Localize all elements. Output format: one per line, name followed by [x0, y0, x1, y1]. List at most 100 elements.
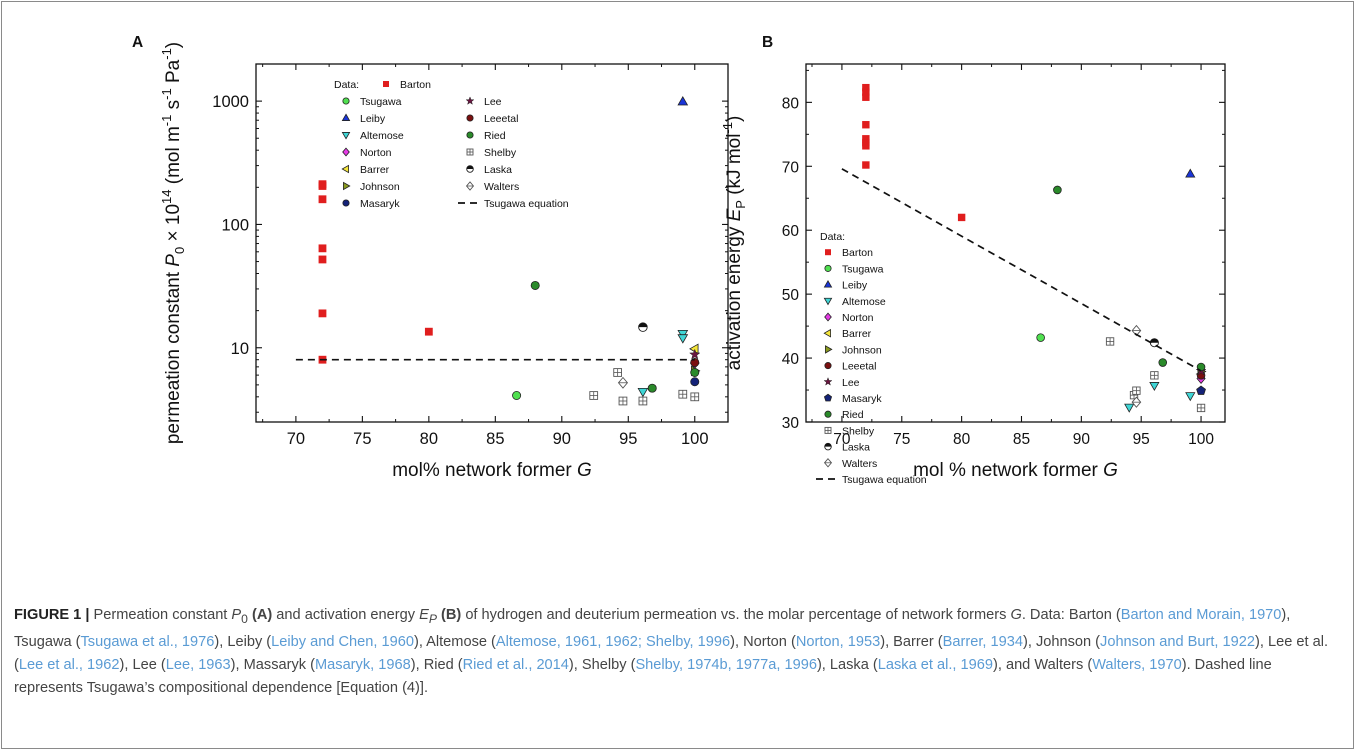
caption-text: ), Lee ( — [119, 656, 166, 673]
panel-b-point-barton — [862, 142, 870, 150]
caption-citation: Altemose, 1961, 1962; Shelby, 1996 — [495, 633, 731, 650]
panel-a-legend-marker-barton — [383, 81, 389, 87]
panel-b-point-leiby — [1185, 168, 1196, 178]
panel-b-point-barton — [862, 88, 870, 96]
caption-text: ), Shelby ( — [568, 656, 636, 673]
panel-a-legend-label-shelby: Shelby — [484, 147, 517, 159]
panel-b-y-tick-label: 80 — [782, 95, 800, 112]
panel-a-legend-marker-laska — [466, 165, 474, 173]
panel-b-y-tick-label: 30 — [782, 415, 800, 432]
panel-b-x-tick-label: 80 — [953, 431, 971, 448]
panel-b-x-tick-label: 95 — [1133, 431, 1150, 448]
panel-b-legend-label-leiby: Leiby — [842, 280, 868, 292]
panel-a-legend-marker-johnson — [343, 181, 351, 191]
panel-a-point-ried — [530, 280, 540, 290]
panel-b-legend-marker-lee — [823, 377, 833, 386]
panel-a-legend-marker-ried — [466, 131, 474, 139]
panel-b-point-laska — [1149, 338, 1159, 348]
caption-text: Permeation constant — [89, 607, 232, 623]
panel-b-legend-marker-norton — [824, 312, 832, 322]
panel-a-x-axis-label: mol% network former G — [392, 460, 592, 481]
panel-a-legend-label-lee: Lee — [484, 96, 502, 108]
caption-citation: Masaryk, 1968 — [315, 656, 411, 673]
panel-a-legend-label-norton: Norton — [360, 147, 392, 159]
panel-a-letter: A — [132, 34, 143, 51]
panel-a-y-axis-label: permeation constant P0 × 1014 (mol m-1 s… — [159, 42, 187, 444]
caption-text: ), Lee et al. ( — [14, 633, 1329, 673]
panel-b-legend-marker-shelby — [824, 426, 832, 434]
panel-a-x-tick-label: 75 — [353, 430, 371, 448]
panel-a-point-altemose — [677, 334, 689, 344]
panel-a-legend-label-tsugawa-equation: Tsugawa equation — [484, 198, 569, 210]
panel-b-point-walters — [1131, 324, 1142, 337]
panel-b-point-barton — [862, 121, 870, 129]
panel-b-legend-label-johnson: Johnson — [842, 344, 882, 356]
panel-a-legend-marker-masaryk — [342, 199, 350, 207]
panel-b-legend-marker-johnson — [825, 345, 833, 354]
panel-b-point-barton — [862, 161, 870, 169]
caption-subscript: P — [428, 611, 437, 626]
caption-citation: Norton, 1953 — [795, 633, 881, 650]
caption-citation: Ried et al., 2014 — [462, 656, 569, 673]
panel-b-x-axis-label: mol % network former G — [913, 460, 1118, 481]
caption-subscript: 0 — [241, 611, 248, 626]
panel-b-x-tick-label: 100 — [1188, 431, 1214, 448]
panel-b-legend-label-walters: Walters — [842, 458, 877, 470]
panel-a-point-ried — [647, 383, 657, 393]
panel-b-legend-label-tsugawa: Tsugawa — [842, 263, 884, 275]
panel-b-point-ried — [1053, 185, 1062, 195]
panel-a-point-walters — [617, 376, 629, 389]
panel-a-y-tick-label: 1000 — [212, 93, 249, 111]
caption-panel-ref: (A) — [251, 607, 273, 623]
caption-citation: Lee et al., 1962 — [18, 656, 120, 673]
caption-citation: Barrer, 1934 — [942, 633, 1023, 650]
caption-symbol: G — [1010, 607, 1022, 623]
panel-a-legend-label-laska: Laska — [484, 164, 512, 176]
panel-b-legend-label-laska: Laska — [842, 442, 870, 454]
panel-a-legend-label-ried: Ried — [484, 130, 506, 142]
panel-b-point-barton — [862, 83, 870, 92]
figure-caption: FIGURE 1 | Permeation constant P 0 (A) an… — [14, 604, 1340, 700]
panel-a-point-shelby — [613, 368, 622, 377]
panel-b-point-tsugawa — [1036, 333, 1045, 342]
caption-body: Permeation constant P 0 (A) and activatio… — [14, 607, 1328, 696]
caption-lead: FIGURE 1 | — [14, 607, 90, 623]
caption-citation: Barton and Morain, 1970 — [1120, 607, 1282, 623]
panel-a-point-leiby — [677, 95, 689, 106]
panel-a-point-laska — [638, 322, 648, 332]
panel-a-point-barton — [424, 327, 433, 336]
panel-b-legend-label-leeetal: Leeetal — [842, 361, 876, 373]
panel-a-x-tick-label: 70 — [287, 430, 305, 448]
panel-a-legend-marker-barrer — [341, 164, 349, 174]
caption-text: ), Barrer ( — [880, 633, 943, 650]
panel-a-legend-label-masaryk: Masaryk — [360, 198, 400, 210]
panel-b-legend-marker-leeetal — [824, 362, 832, 370]
panel-b-x-tick-label: 90 — [1073, 431, 1091, 448]
panel-b-y-tick-label: 70 — [782, 159, 800, 176]
panel-a-legend-marker-altemose — [341, 132, 351, 140]
panel-b-legend-label-barton: Barton — [842, 247, 873, 259]
caption-citation: Johnson and Burt, 1922 — [1100, 633, 1256, 650]
caption-citation: Tsugawa et al., 1976 — [80, 633, 215, 650]
panel-a-point-barton — [318, 195, 327, 204]
panel-a-x-tick-label: 100 — [681, 430, 709, 448]
caption-text: ), Leiby ( — [214, 633, 272, 650]
caption-text: ). Dashed line represents Tsugawa’s comp… — [14, 656, 1272, 696]
panel-a-legend-marker-lee — [465, 96, 475, 105]
caption-text: and activation energy — [272, 607, 420, 623]
panel-a-legend-marker-norton — [342, 147, 350, 157]
panel-a-y-tick-label: 10 — [231, 340, 249, 358]
figure-panels: A 70 75 80 85 90 95 100 10 100 1000 mol% network fo… — [132, 34, 1226, 486]
panel-b-tsugawa-equation-line — [841, 168, 1202, 372]
caption-text: ), Norton ( — [730, 633, 796, 650]
panel-b-legend-marker-leiby — [823, 280, 833, 288]
panel-b-point-barton — [862, 93, 870, 101]
panel-b-x-tick-label: 75 — [893, 431, 910, 448]
caption-text: ), and Walters ( — [992, 656, 1093, 673]
panel-b-legend-marker-masaryk — [823, 393, 833, 402]
panel-a-point-masaryk — [690, 377, 700, 387]
panel-b-point-masaryk — [1196, 385, 1206, 395]
caption-text: . Data: Barton ( — [1021, 607, 1121, 623]
caption-text: ), Johnson ( — [1022, 633, 1101, 650]
caption-citation: Leiby and Chen, 1960 — [271, 633, 414, 650]
